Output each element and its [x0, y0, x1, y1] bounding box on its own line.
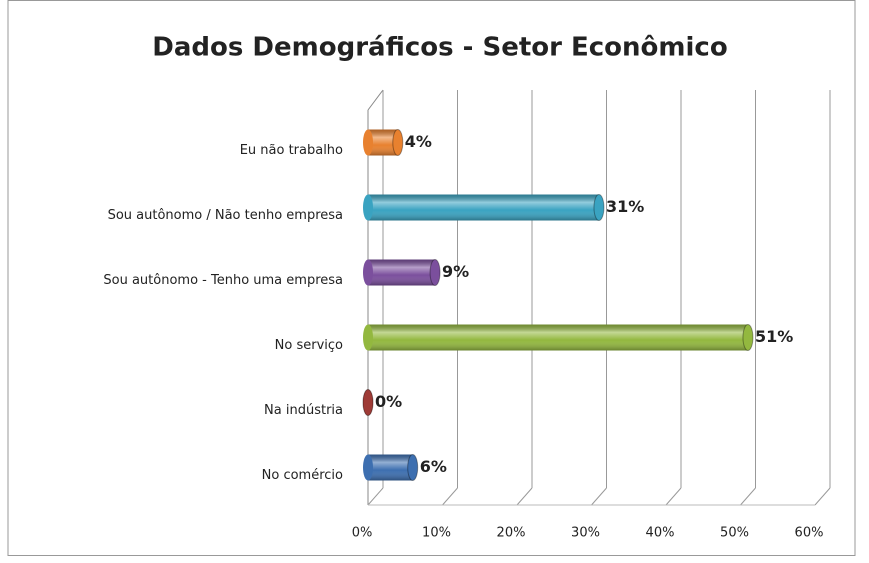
- x-tick-label: 0%: [352, 526, 373, 541]
- bar: [363, 324, 754, 351]
- bar-start: [363, 194, 373, 221]
- bar-shine: [368, 324, 748, 351]
- y-tick-label: Eu não trabalho: [240, 143, 343, 158]
- chart-title: Dados Demográficos - Setor Econômico: [152, 33, 727, 63]
- grid-line: [516, 487, 533, 506]
- bar-shine: [368, 259, 436, 286]
- value-label: 9%: [442, 262, 469, 281]
- grid-line: [814, 487, 831, 506]
- value-label: 6%: [420, 457, 447, 476]
- bar-start: [363, 324, 373, 351]
- bar: [363, 129, 404, 156]
- x-tick-label: 30%: [571, 526, 600, 541]
- bar-cap: [362, 389, 374, 416]
- bar-shine: [368, 454, 413, 481]
- bar-cap: [407, 454, 419, 481]
- value-label: 31%: [606, 197, 644, 216]
- left-wall: [367, 89, 384, 111]
- y-tick-label: No comércio: [262, 468, 343, 483]
- x-tick-label: 60%: [795, 526, 824, 541]
- bar-start: [363, 259, 373, 286]
- bar-cap: [742, 324, 754, 351]
- bar: [363, 454, 419, 481]
- bar-start: [363, 129, 373, 156]
- bar-shine: [368, 194, 599, 221]
- bar-cap: [392, 129, 404, 156]
- bar: [363, 194, 605, 221]
- bar: [362, 389, 374, 416]
- grid-line: [665, 487, 682, 506]
- y-tick-label: Sou autônomo - Tenho uma empresa: [103, 273, 343, 288]
- bar-start: [363, 454, 373, 481]
- x-tick-label: 10%: [422, 526, 451, 541]
- value-label: 51%: [755, 327, 793, 346]
- grid-line: [442, 487, 458, 506]
- grid-line: [367, 487, 384, 506]
- grid-line: [591, 487, 607, 506]
- bar: [363, 259, 441, 286]
- y-tick-label: No serviço: [275, 338, 343, 353]
- value-label: 0%: [375, 392, 402, 411]
- bar-cap: [429, 259, 441, 286]
- value-label: 4%: [405, 132, 432, 151]
- x-tick-label: 20%: [497, 526, 526, 541]
- x-tick-label: 50%: [720, 526, 749, 541]
- bar-cap: [593, 194, 605, 221]
- y-tick-label: Na indústria: [264, 403, 343, 418]
- x-tick-label: 40%: [646, 526, 675, 541]
- grid-line: [740, 487, 756, 506]
- y-tick-label: Sou autônomo / Não tenho empresa: [108, 208, 343, 223]
